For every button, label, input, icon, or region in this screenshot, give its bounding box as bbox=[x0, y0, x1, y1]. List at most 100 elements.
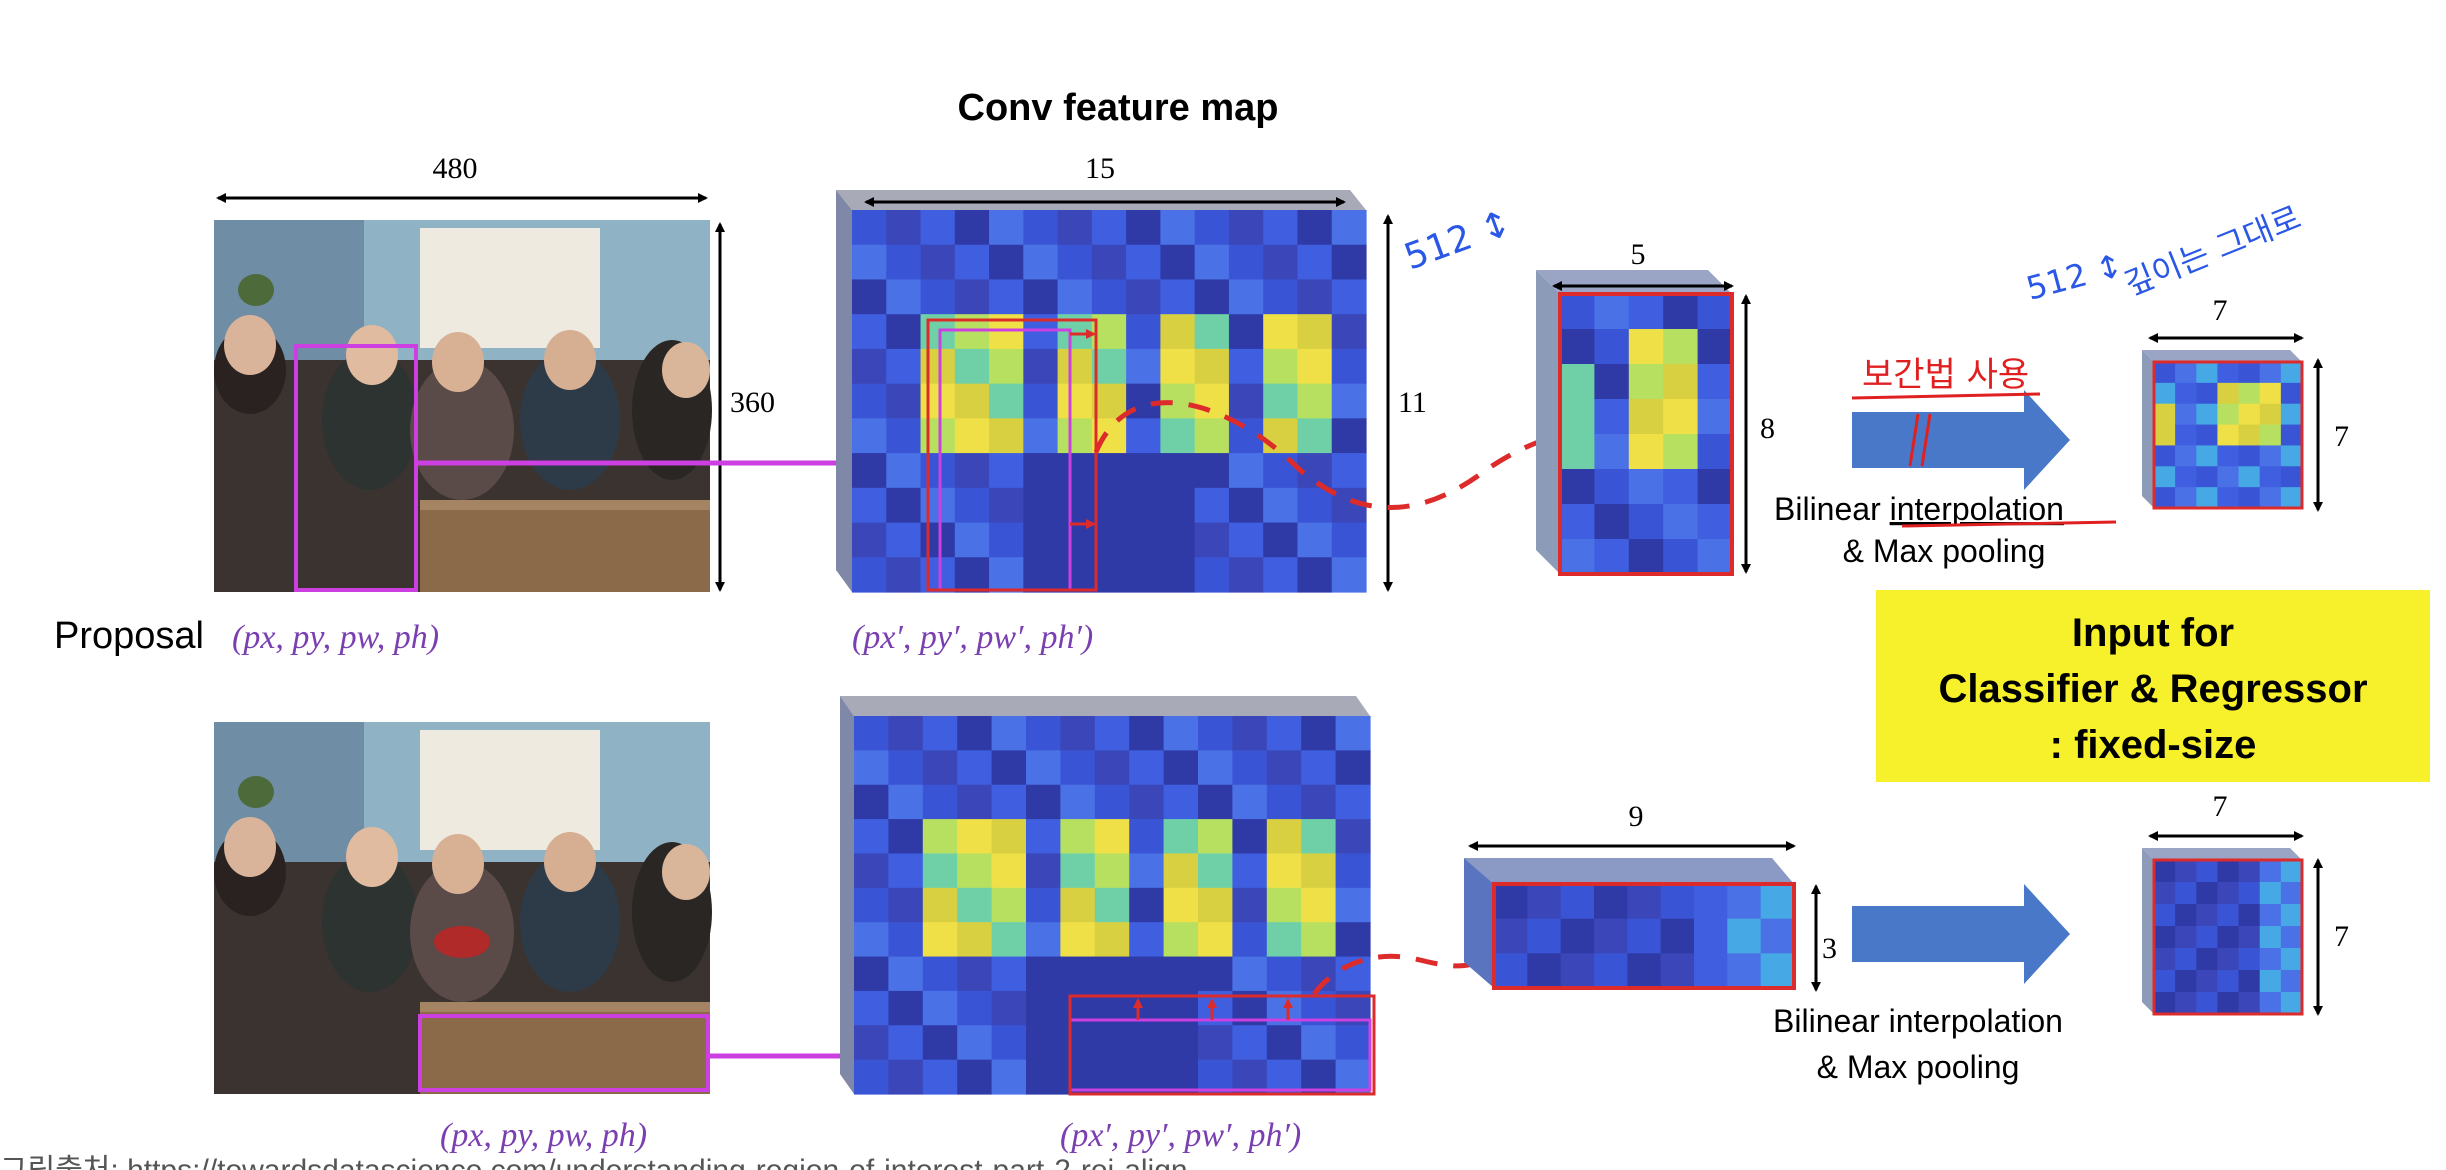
callout-line3: : fixed-size bbox=[2050, 723, 2257, 767]
heatmap-cell bbox=[2154, 882, 2176, 905]
heatmap-cell bbox=[1228, 383, 1264, 419]
heatmap-cell bbox=[1163, 716, 1199, 751]
heatmap-cell bbox=[957, 922, 993, 958]
heatmap-cell bbox=[1198, 853, 1233, 889]
heatmap-cell bbox=[1023, 383, 1059, 419]
heatmap-cell bbox=[1335, 1025, 1371, 1061]
handwritten-red-underline bbox=[1851, 392, 2041, 400]
heatmap-cell bbox=[989, 210, 1024, 246]
heatmap-cell bbox=[2238, 882, 2261, 905]
heatmap-cell bbox=[1297, 487, 1333, 524]
heatmap-cell bbox=[1527, 918, 1562, 954]
heatmap-cell bbox=[1126, 314, 1161, 350]
heatmap-cell bbox=[1198, 887, 1233, 923]
heatmap-cell bbox=[1228, 522, 1264, 558]
top-roi-extract-curve bbox=[1093, 400, 1566, 510]
heatmap-cell bbox=[2259, 466, 2282, 488]
heatmap-cell bbox=[1232, 784, 1268, 820]
heatmap-cell bbox=[1060, 716, 1096, 751]
heatmap-cell bbox=[1297, 314, 1333, 350]
heatmap-cell bbox=[1694, 884, 1728, 920]
heatmap-cell bbox=[2196, 424, 2219, 447]
heatmap-cell bbox=[1663, 504, 1699, 540]
heatmap-cell bbox=[2154, 970, 2176, 993]
heatmap-cell bbox=[2217, 487, 2240, 509]
heatmap-cell bbox=[1023, 348, 1059, 385]
heatmap-cell bbox=[2175, 948, 2197, 971]
heatmap-cell bbox=[1160, 348, 1196, 385]
heatmap-cell bbox=[1194, 210, 1230, 246]
heatmap-cell bbox=[1232, 887, 1268, 923]
heatmap-cell bbox=[888, 819, 924, 855]
heatmap-cell bbox=[1297, 348, 1333, 385]
heatmap-cell bbox=[954, 210, 990, 246]
heatmap-cell bbox=[2154, 487, 2176, 509]
top-output-border bbox=[2152, 360, 2304, 510]
heatmap-cell bbox=[1594, 364, 1630, 400]
heatmap-cell bbox=[922, 1025, 958, 1061]
heatmap-cell bbox=[1628, 329, 1664, 365]
callout-line2: Classifier & Regressor bbox=[1938, 667, 2367, 711]
heatmap-cell bbox=[2238, 992, 2261, 1015]
heatmap-cell bbox=[2280, 424, 2303, 447]
heatmap-cell bbox=[2154, 948, 2176, 971]
heatmap-cell bbox=[2196, 882, 2219, 905]
heatmap-cell bbox=[1697, 329, 1733, 365]
heatmap-cell bbox=[1129, 1025, 1165, 1061]
heatmap-cell bbox=[1160, 522, 1196, 558]
heatmap-cell bbox=[1694, 918, 1728, 954]
heatmap-cell bbox=[1527, 884, 1562, 920]
heatmap-cell bbox=[886, 348, 922, 385]
heatmap-cell bbox=[1057, 210, 1093, 246]
heatmap-cell bbox=[1560, 884, 1595, 920]
top-roi-top-face bbox=[1536, 270, 1732, 294]
heatmap-cell bbox=[1297, 522, 1333, 558]
heatmap-cell bbox=[1091, 383, 1127, 419]
heatmap-cell bbox=[1023, 418, 1059, 454]
heatmap-cell bbox=[2217, 445, 2240, 467]
heatmap-cell bbox=[920, 210, 956, 246]
heatmap-cell bbox=[2217, 992, 2240, 1015]
heatmap-cell bbox=[1026, 922, 1061, 958]
heatmap-cell bbox=[920, 418, 956, 454]
heatmap-cell bbox=[2196, 403, 2219, 426]
heatmap-cell bbox=[1331, 314, 1367, 350]
heatmap-cell bbox=[1228, 453, 1264, 489]
heatmap-cell bbox=[1331, 279, 1367, 315]
heatmap-cell bbox=[2154, 382, 2176, 405]
bottom-input-photo bbox=[214, 722, 712, 1094]
heatmap-cell bbox=[1126, 210, 1161, 246]
heatmap-cell bbox=[1660, 953, 1695, 989]
heatmap-cell bbox=[2238, 970, 2261, 993]
heatmap-cell bbox=[1297, 279, 1333, 315]
heatmap-cell bbox=[1129, 750, 1165, 786]
heatmap-cell bbox=[2259, 926, 2282, 949]
heatmap-cell bbox=[1266, 750, 1302, 786]
heatmap-cell bbox=[2238, 487, 2261, 509]
heatmap-cell bbox=[1160, 418, 1196, 454]
heatmap-cell bbox=[1057, 557, 1093, 593]
heatmap-cell bbox=[1060, 1025, 1096, 1061]
heatmap-cell bbox=[1663, 364, 1699, 400]
heatmap-cell bbox=[1663, 294, 1699, 330]
heatmap-cell bbox=[989, 348, 1024, 385]
heatmap-cell bbox=[989, 383, 1024, 419]
heatmap-cell bbox=[1560, 918, 1595, 954]
heatmap-cell bbox=[886, 453, 922, 489]
heatmap-cell bbox=[920, 244, 956, 281]
heatmap-cell bbox=[888, 784, 924, 820]
bottom-map-side-face bbox=[840, 696, 854, 1094]
heatmap-cell bbox=[1266, 716, 1302, 751]
heatmap-cell bbox=[989, 522, 1024, 558]
heatmap-cell bbox=[1263, 210, 1299, 246]
top-image-height-label: 360 bbox=[730, 386, 775, 419]
bottom-roi-height-label: 3 bbox=[1822, 932, 1837, 965]
heatmap-cell bbox=[1760, 918, 1795, 954]
heatmap-cell bbox=[1594, 953, 1628, 989]
heatmap-cell bbox=[1301, 716, 1337, 751]
heatmap-cell bbox=[989, 557, 1024, 593]
heatmap-cell bbox=[991, 1059, 1027, 1095]
heatmap-cell bbox=[991, 922, 1027, 958]
heatmap-cell bbox=[989, 418, 1024, 454]
heatmap-cell bbox=[1198, 750, 1233, 786]
